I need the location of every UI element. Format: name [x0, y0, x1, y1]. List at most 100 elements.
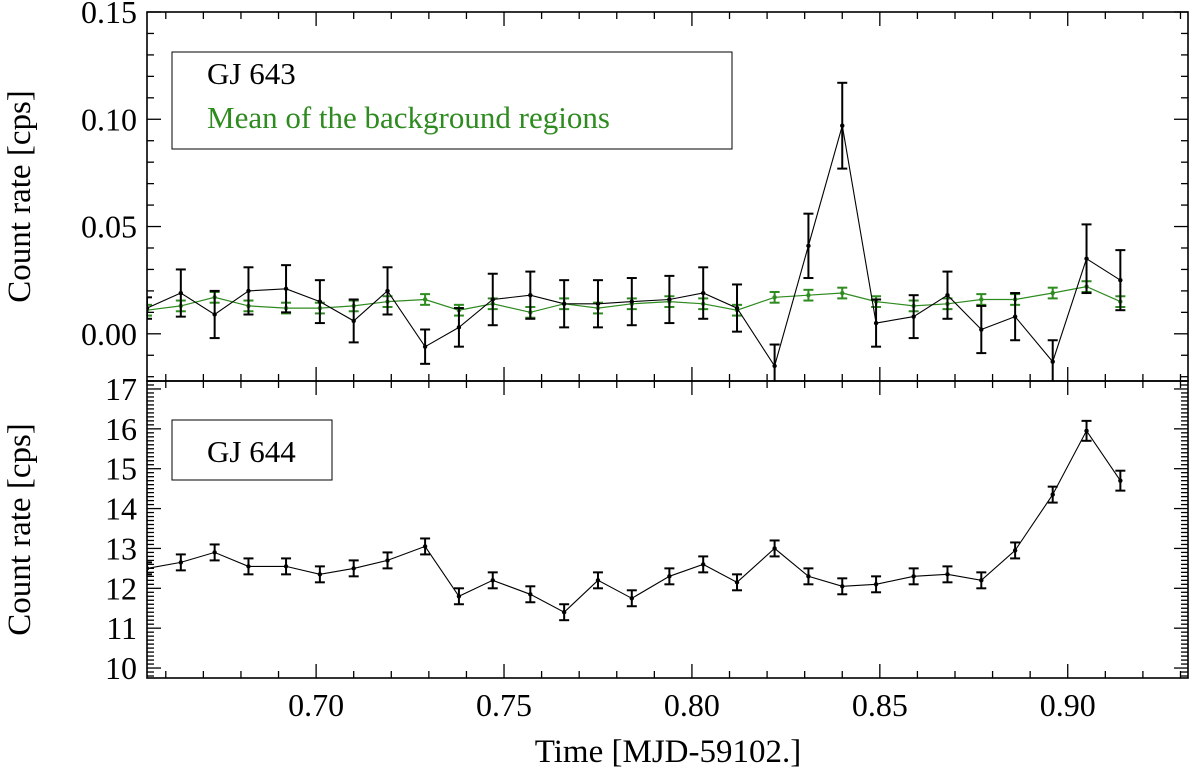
data-point — [1050, 492, 1055, 497]
y-tick-label: 12 — [105, 570, 137, 606]
data-point — [1084, 428, 1089, 434]
y-tick-label: 13 — [105, 530, 137, 566]
data-point — [667, 574, 672, 579]
data-point — [561, 301, 567, 306]
y-tick-label: 11 — [106, 610, 137, 646]
data-point — [283, 286, 289, 291]
data-point — [734, 305, 740, 311]
data-point — [212, 550, 217, 555]
data-point — [806, 243, 811, 249]
series-0 — [147, 81, 1126, 381]
y-tick-label: 14 — [105, 491, 137, 527]
plot-frame — [146, 380, 1189, 679]
data-point — [873, 582, 879, 587]
x-axis-tick-labels: 0.70 0.75 0.80 0.85 0.90 — [288, 687, 1096, 723]
y-tick-label: 0.05 — [81, 209, 137, 245]
legend-box — [171, 419, 333, 481]
x-axis-label: Time [MJD-59102.] — [535, 734, 801, 770]
data-point — [351, 566, 356, 571]
data-point — [528, 292, 533, 298]
data-point — [147, 566, 150, 571]
data-point — [629, 299, 634, 304]
data-point — [422, 344, 428, 349]
data-point — [806, 292, 811, 298]
data-point — [629, 596, 634, 601]
legend-entry: Mean of the background regions — [207, 100, 610, 135]
data-point — [840, 123, 845, 128]
data-point — [456, 594, 462, 599]
error-bar — [147, 561, 152, 576]
panel-gj643: 0.00 0.05 0.10 0.15 Count rate [cps] GJ 643 Me… — [2, 0, 1189, 382]
x-tick-label: 0.90 — [1040, 687, 1096, 723]
data-point — [317, 572, 323, 577]
series-0 — [147, 419, 1126, 622]
legend-entry: GJ 644 — [207, 434, 296, 469]
data-point — [667, 297, 672, 302]
x-tick-label: 0.75 — [476, 687, 532, 723]
data-point — [979, 297, 984, 302]
y-tick-label: 10 — [105, 650, 137, 686]
data-point — [385, 558, 390, 563]
data-point — [1050, 359, 1055, 364]
data-point — [772, 546, 777, 551]
x-tick-label: 0.85 — [852, 687, 908, 723]
y-axis-label: Count rate [cps] — [2, 90, 38, 303]
data-point — [351, 318, 356, 324]
legend: GJ 644 — [171, 419, 333, 481]
legend: GJ 643 Mean of the background regions — [171, 51, 733, 150]
data-point — [1012, 314, 1018, 319]
data-point — [701, 290, 706, 296]
data-point — [772, 363, 777, 369]
data-point — [490, 297, 495, 302]
data-point — [945, 292, 950, 298]
y-tick-label: 0.15 — [81, 0, 137, 30]
data-point — [147, 305, 150, 311]
data-point — [873, 320, 879, 326]
data-point — [911, 574, 916, 579]
data-point — [178, 560, 184, 565]
data-point — [840, 290, 845, 296]
data-point — [561, 610, 567, 615]
data-point — [911, 314, 916, 319]
data-point — [806, 574, 811, 579]
data-point — [772, 295, 777, 300]
data-point — [840, 584, 845, 589]
data-point — [979, 578, 984, 583]
data-point — [490, 578, 495, 583]
data-point — [246, 288, 251, 294]
data-point — [422, 297, 428, 302]
data-point — [317, 299, 323, 304]
y-tick-label: 17 — [105, 371, 137, 407]
y-tick-label: 15 — [105, 451, 137, 487]
legend-box — [171, 51, 733, 150]
data-point — [528, 592, 533, 597]
data-point — [734, 580, 740, 585]
data-point — [385, 288, 390, 294]
data-point — [945, 572, 950, 577]
y-tick-label: 0.10 — [81, 101, 137, 137]
data-point — [212, 312, 217, 317]
x-tick-label: 0.80 — [664, 687, 720, 723]
data-point — [283, 564, 289, 569]
data-point — [595, 301, 601, 306]
y-tick-label: 16 — [105, 411, 137, 447]
error-bar — [147, 296, 152, 320]
data-point — [1012, 548, 1018, 553]
data-point — [1050, 290, 1055, 296]
series-line — [147, 125, 1121, 368]
legend-entry: GJ 643 — [207, 56, 296, 91]
y-tick-label: 0.00 — [81, 316, 137, 352]
data-point — [1084, 256, 1089, 261]
data-point — [701, 562, 706, 567]
data-point — [456, 325, 462, 330]
data-point — [595, 578, 601, 583]
data-point — [979, 327, 984, 332]
error-bar — [147, 303, 152, 317]
data-point — [1118, 277, 1123, 283]
data-point — [246, 564, 251, 569]
data-point — [178, 290, 184, 296]
data-point — [1118, 478, 1123, 483]
